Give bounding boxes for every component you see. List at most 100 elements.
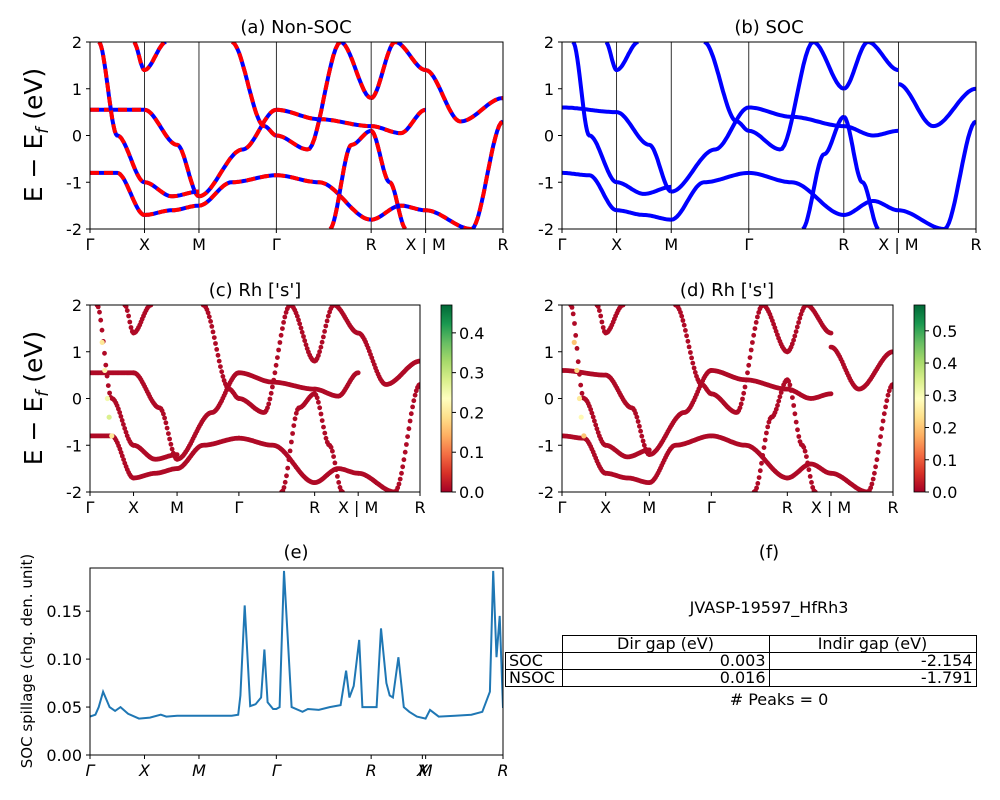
scatter-point — [119, 418, 125, 423]
scatter-point — [211, 335, 217, 340]
scatter-point — [294, 313, 300, 319]
scatter-point — [752, 326, 758, 331]
x-tick-label: X — [611, 235, 622, 254]
scatter-point — [745, 370, 750, 376]
scatter-point-bright — [106, 414, 112, 420]
scatter-point-bright — [578, 414, 584, 420]
scatter-point — [793, 419, 799, 425]
x-tick-label: M — [664, 235, 678, 254]
scatter-point — [884, 398, 890, 404]
band-line-soc — [748, 42, 845, 152]
scatter-point — [692, 370, 698, 375]
scatter-point — [747, 355, 753, 360]
scatter-point — [278, 332, 284, 338]
scatter-point — [291, 423, 297, 428]
scatter-point — [680, 318, 686, 323]
row-label: NSOC — [505, 669, 563, 687]
scatter-point — [219, 369, 225, 375]
scatter-point — [340, 489, 345, 492]
scatter-point — [282, 479, 288, 485]
dir-gap-value: 0.003 — [561, 652, 770, 670]
x-tick-label: X — [416, 761, 429, 780]
scatter-point — [802, 448, 808, 454]
band-line-nsoc — [276, 173, 372, 222]
scatter-point — [210, 329, 216, 335]
y-tick-label: 0.10 — [46, 650, 82, 669]
panel-e-frame — [89, 567, 504, 756]
scatter-point — [400, 464, 406, 470]
panel-f-info: (f) JVASP-19597_HfRh3 Dir gap (eV) Indir… — [505, 540, 977, 720]
scatter-point — [598, 313, 604, 319]
scatter-point — [690, 360, 696, 366]
scatter-point — [634, 414, 640, 420]
band-line-nsoc — [328, 128, 372, 229]
band-line-soc — [604, 42, 639, 72]
scatter-point — [794, 324, 800, 330]
scatter-point — [168, 441, 174, 447]
band-line-nsoc — [370, 42, 426, 100]
scatter-point — [321, 334, 326, 340]
scatter-point — [877, 442, 882, 447]
x-tick-label: Γ — [707, 498, 716, 517]
indir-gap-value: -2.154 — [768, 652, 977, 670]
x-tick-label: R — [366, 761, 377, 780]
x-tick-label: Γ — [272, 235, 281, 254]
scatter-point — [878, 434, 883, 439]
scatter-point — [284, 473, 289, 479]
scatter-point — [148, 305, 154, 308]
scatter-point — [797, 315, 803, 321]
panel-b-soc: (b) SOC -2 -1 0 1 2 Γ X M Γ R X | M R — [538, 17, 982, 254]
scatter-point — [283, 310, 289, 315]
scatter-point — [755, 481, 761, 486]
y-tick-label: -2 — [538, 483, 554, 502]
y-tick-label: 2 — [72, 296, 82, 315]
scatter-point — [271, 377, 277, 383]
y-tick-label: 0.00 — [46, 746, 82, 765]
x-tick-label: Γ — [86, 761, 96, 780]
y-tick-label: 0 — [544, 127, 554, 146]
scatter-point — [314, 395, 320, 401]
scatter-point — [737, 405, 743, 411]
scatter-point — [99, 327, 105, 333]
scatter-point — [401, 457, 407, 463]
scatter-point — [330, 448, 335, 454]
y-tick-label: -2 — [66, 220, 82, 239]
panel-b-title: (b) SOC — [734, 17, 803, 38]
scatter-point — [639, 433, 645, 439]
band-line-nsoc — [370, 128, 407, 229]
scatter-point — [324, 318, 330, 324]
scatter-point — [316, 353, 321, 358]
scatter-point — [756, 475, 762, 480]
scatter-point — [751, 332, 757, 338]
scatter-point — [646, 447, 652, 453]
band-line-nsoc — [97, 42, 145, 185]
scatter-point — [128, 325, 134, 330]
band-line-nsoc — [198, 107, 277, 199]
scatter-point — [280, 326, 285, 331]
colorbar-tick-label: 0.0 — [932, 483, 957, 502]
band-line-soc — [843, 124, 899, 138]
scatter-point — [303, 342, 309, 348]
y-tick-label: 2 — [544, 296, 554, 315]
band-line-soc — [425, 68, 503, 124]
band-line-nsoc — [231, 42, 277, 138]
scatter-point — [890, 382, 893, 387]
scatter-point — [869, 481, 875, 487]
panel-d-title: (d) Rh ['s'] — [680, 280, 774, 301]
scatter-point — [121, 422, 126, 427]
scatter-point — [277, 340, 283, 345]
panel-b-frame — [561, 41, 977, 230]
band-line-soc — [616, 208, 672, 222]
band-line-nsoc — [425, 68, 503, 124]
table-header-row: Dir gap (eV) Indir gap (eV) — [505, 635, 977, 653]
scatter-point — [691, 365, 697, 371]
table-row: SOC 0.003 -2.154 — [505, 652, 977, 670]
band-line-soc — [898, 119, 976, 229]
scatter-point — [588, 407, 594, 412]
scatter-point — [218, 364, 223, 369]
x-tick-label: Γ — [272, 761, 282, 780]
scatter-point — [595, 305, 601, 309]
panel-d-projected: (d) Rh ['s'] -2 -1 0 1 2 Γ X M Γ R X | M R 0.0 0.1 0.… — [538, 280, 957, 517]
scatter-point — [174, 452, 180, 457]
scatter-point — [214, 347, 220, 352]
